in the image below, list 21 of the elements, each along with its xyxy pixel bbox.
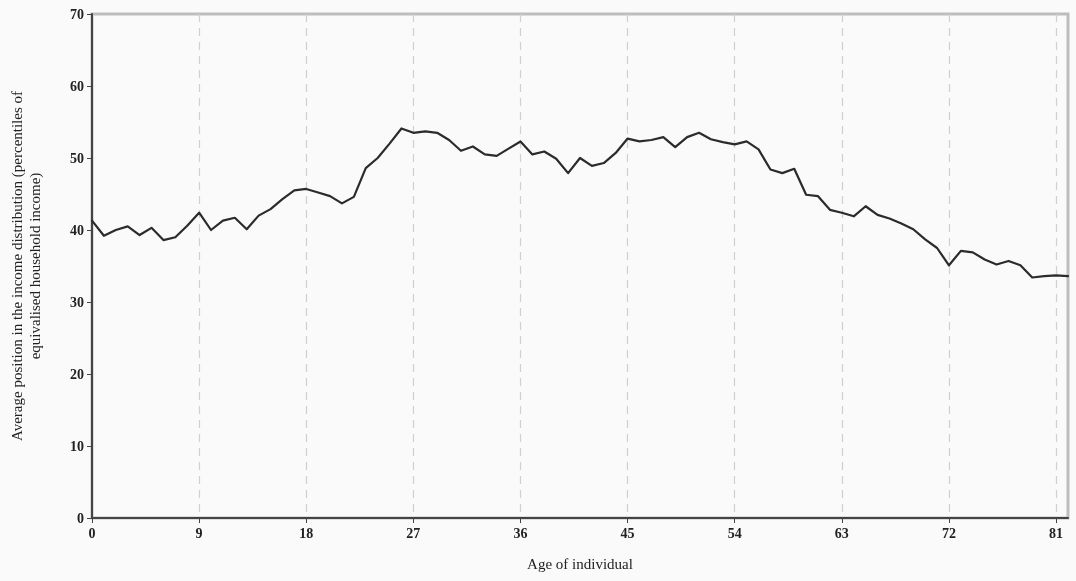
y-tick-label: 10	[70, 438, 84, 454]
y-tick-label: 70	[70, 6, 84, 22]
x-tick-label: 0	[88, 525, 96, 541]
y-tick-label: 20	[70, 366, 84, 382]
x-tick-label: 27	[406, 525, 421, 541]
x-tick-label: 72	[941, 525, 956, 541]
x-axis-title: Age of individual	[527, 555, 633, 572]
x-tick-label: 45	[620, 525, 635, 541]
x-tick-label: 54	[727, 525, 742, 541]
x-tick-label: 9	[195, 525, 203, 541]
x-tick-label: 63	[834, 525, 849, 541]
x-tick-label: 36	[513, 525, 528, 541]
x-tick-label: 81	[1049, 525, 1064, 541]
y-tick-label: 30	[70, 294, 84, 310]
y-tick-label: 60	[70, 78, 84, 94]
line-series	[90, 127, 1070, 279]
y-tick-label: 50	[70, 150, 84, 166]
y-tick-label: 0	[77, 510, 84, 526]
x-tick-label: 18	[299, 525, 314, 541]
y-tick-label: 40	[70, 222, 84, 238]
y-axis-title: Average position in the income distribution (percentiles of equivalised household income)	[9, 90, 44, 442]
